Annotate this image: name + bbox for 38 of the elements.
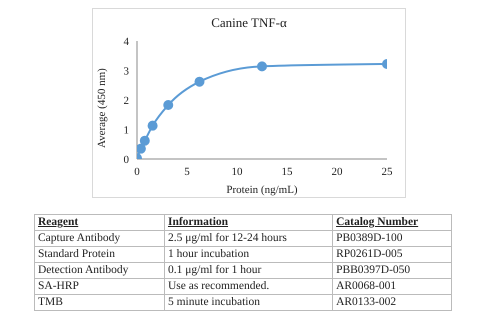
y-tick-label: 2 — [124, 94, 129, 107]
x-tick-label: 5 — [184, 166, 190, 178]
x-tick-label: 0 — [134, 166, 140, 178]
text: Capture Antibody — [34, 230, 164, 246]
text: 5 minute incubation — [164, 294, 333, 310]
text: Standard Protein — [34, 246, 164, 262]
chart-title: Canine TNF-α — [210, 15, 288, 31]
point — [140, 136, 150, 146]
text: PBB0397D-050 — [332, 262, 452, 278]
text: SA-HRP — [34, 278, 164, 294]
point — [194, 76, 204, 87]
y-tick-label: 3 — [124, 65, 130, 78]
text: AR0068-001 — [332, 278, 452, 294]
text: 2.5 μg/ml for 12-24 hours — [164, 230, 333, 246]
x-tick-label: 20 — [332, 166, 343, 178]
point — [137, 144, 146, 154]
x-tick-label: 25 — [382, 166, 393, 178]
text: TMB — [34, 294, 164, 310]
y-tick-label: 0 — [124, 154, 130, 166]
x-axis-title: Protein (ng/mL) — [226, 184, 298, 196]
y-axis-title: Average (450 nm) — [96, 68, 108, 148]
x-tick-label: 10 — [232, 166, 243, 178]
point — [257, 61, 267, 72]
point — [148, 120, 158, 131]
text: RP0261D-005 — [332, 246, 452, 262]
text: AR0133-002 — [332, 294, 452, 310]
y-tick-label: 1 — [124, 124, 129, 136]
text: Catalog Number — [332, 214, 452, 230]
text: Detection Antibody — [34, 262, 164, 278]
text: Information — [164, 214, 333, 230]
text: 0.1 μg/ml for 1 hour — [164, 262, 333, 278]
point — [163, 100, 174, 110]
text: 1 hour incubation — [164, 246, 333, 262]
text: PB0389D-100 — [332, 230, 452, 246]
y-tick-label: 4 — [124, 36, 130, 48]
text: Use as recommended. — [164, 278, 333, 294]
x-tick-label: 15 — [282, 166, 293, 178]
text: Reagent — [34, 214, 164, 230]
